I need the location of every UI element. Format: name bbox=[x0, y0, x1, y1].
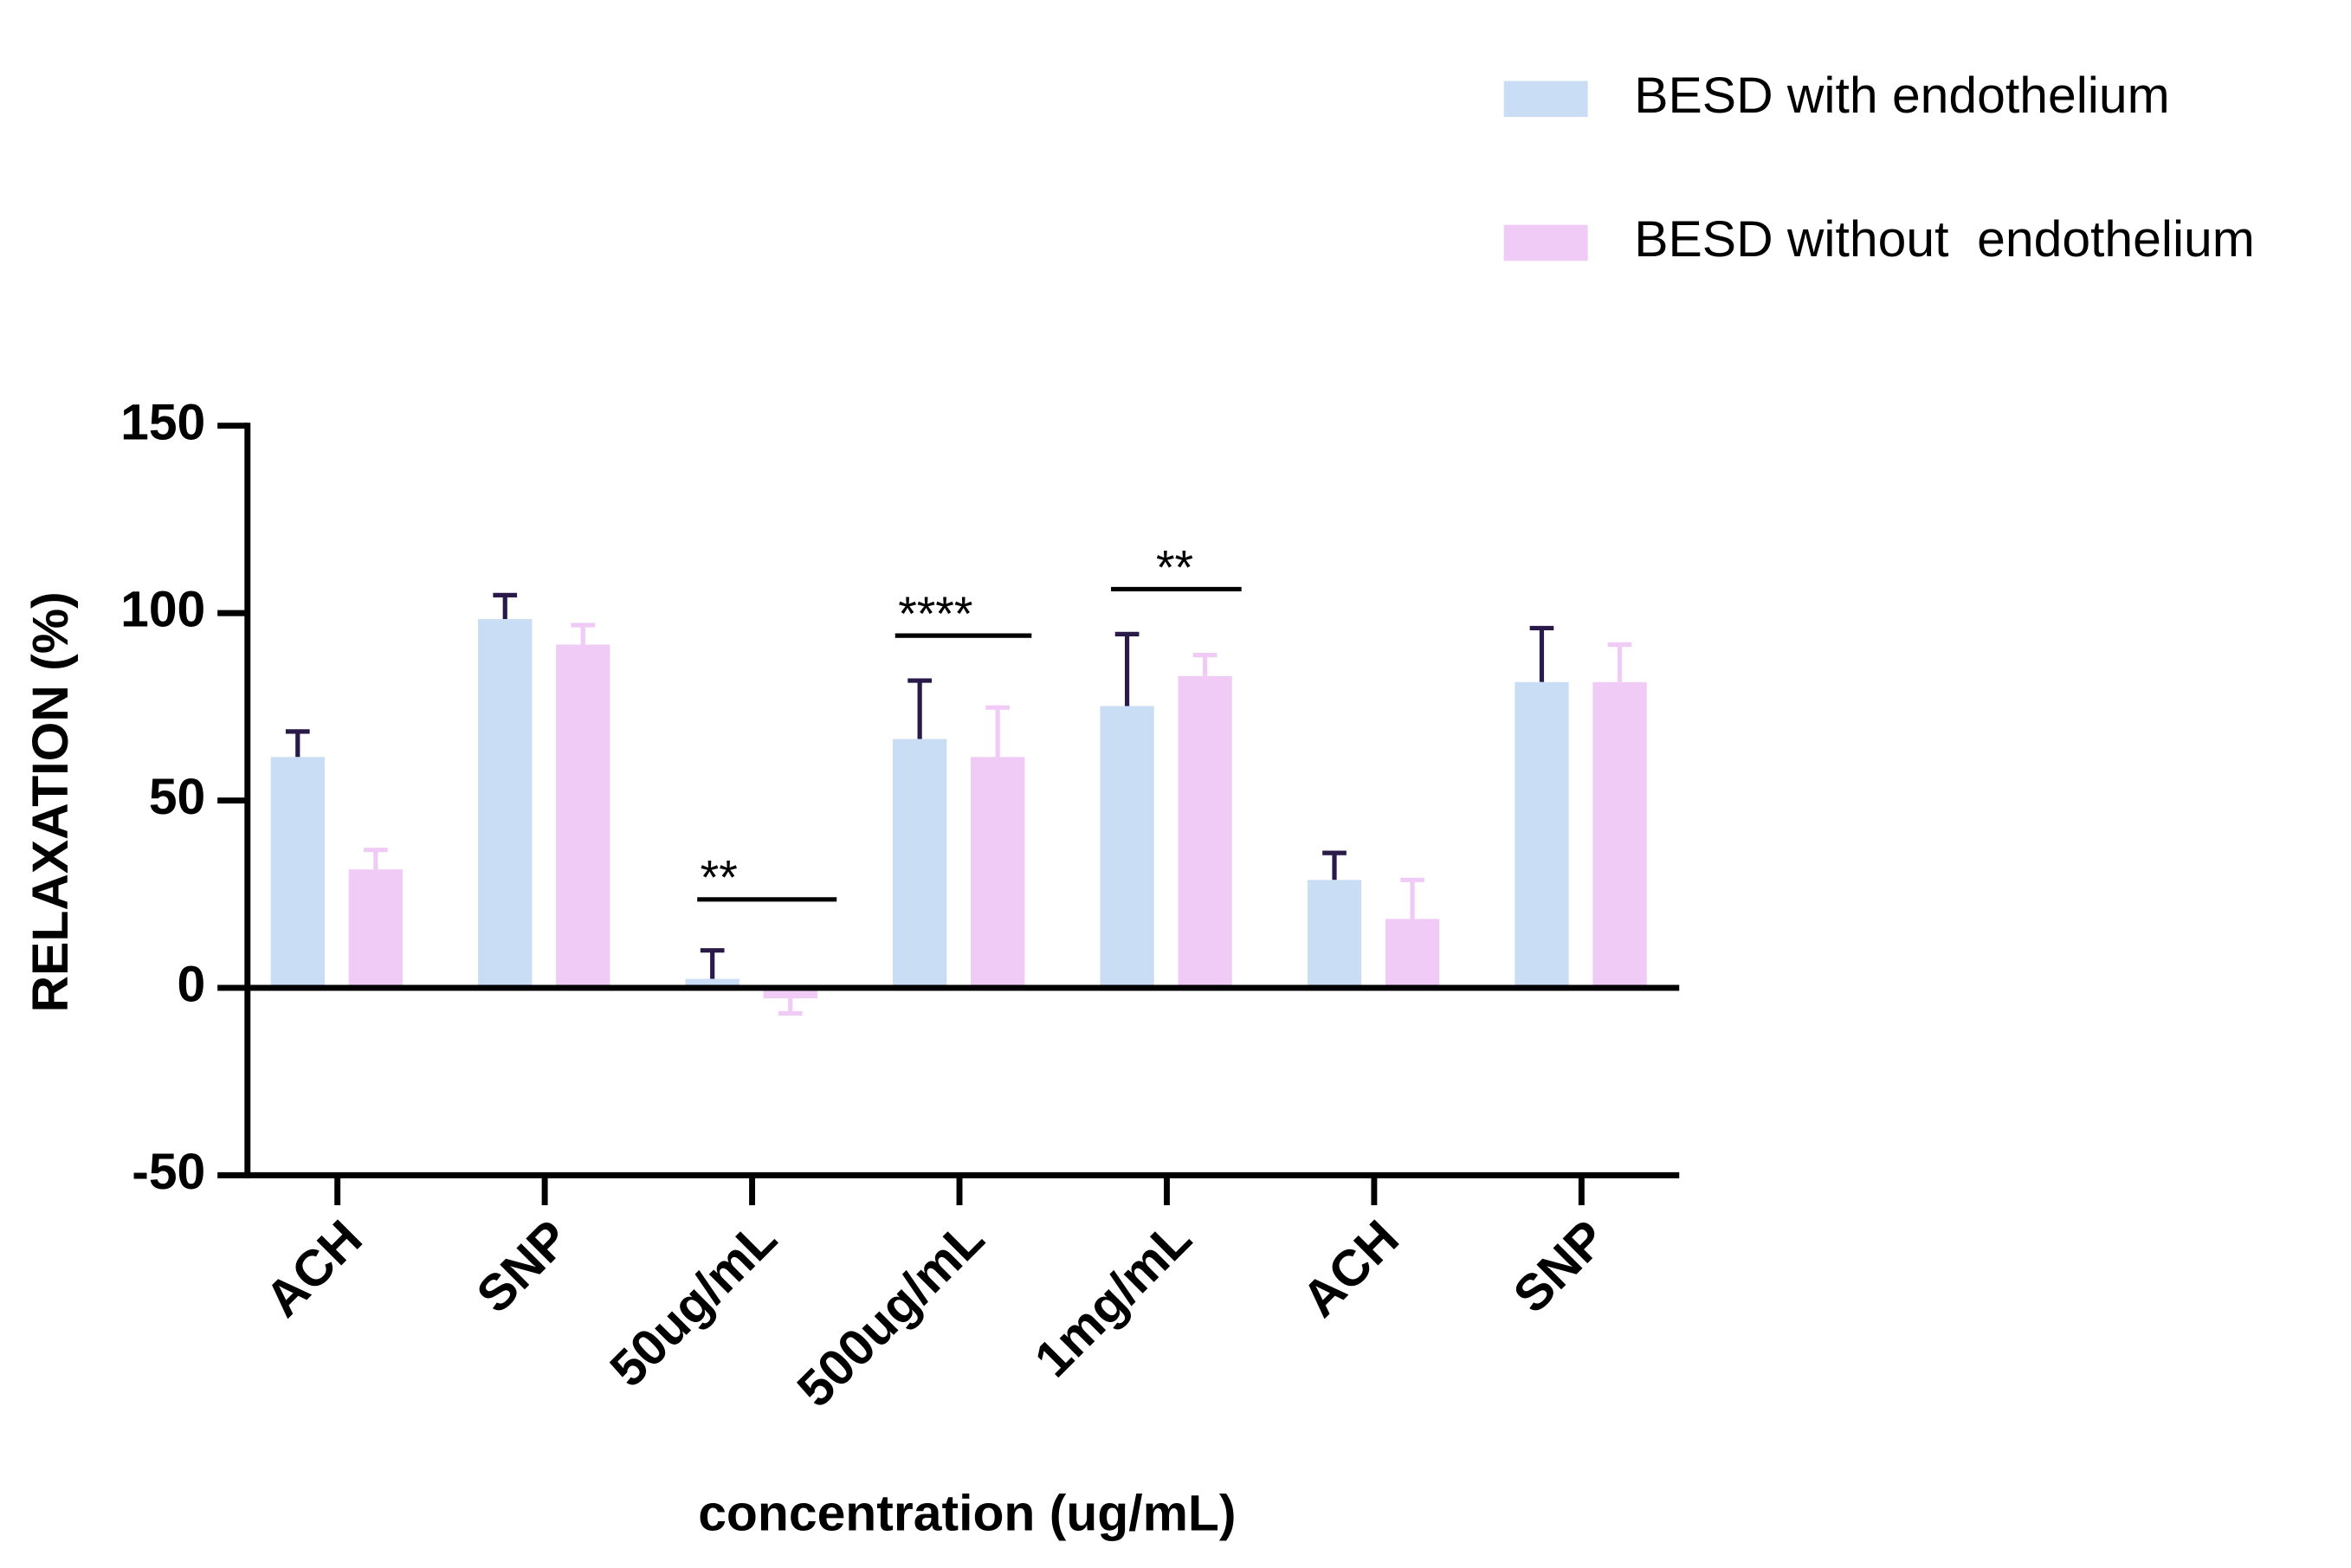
bar bbox=[1515, 681, 1569, 988]
legend-label: BESD with endothelium bbox=[1634, 68, 2169, 124]
bar bbox=[1385, 919, 1440, 988]
x-tick-label: 50ug/mL bbox=[599, 1210, 787, 1397]
significance-label: ** bbox=[701, 851, 738, 905]
y-tick-label: 0 bbox=[178, 957, 206, 1013]
x-tick-label: ACH bbox=[1292, 1210, 1410, 1327]
bar bbox=[556, 644, 610, 988]
bar bbox=[478, 619, 533, 988]
bar bbox=[270, 757, 325, 988]
bar bbox=[685, 978, 740, 988]
bar bbox=[892, 739, 947, 988]
significance-label: **** bbox=[898, 587, 972, 641]
x-tick-label: 500ug/mL bbox=[787, 1210, 995, 1417]
y-tick-label: 50 bbox=[149, 769, 205, 825]
x-tick-label: ACH bbox=[255, 1210, 372, 1327]
legend-swatch bbox=[1503, 224, 1588, 261]
bar bbox=[1100, 706, 1154, 988]
x-tick-label: SNP bbox=[467, 1210, 581, 1324]
significance-label: ** bbox=[1156, 540, 1193, 594]
y-axis-title: RELAXATION (%) bbox=[23, 591, 79, 1012]
bar bbox=[1592, 681, 1647, 988]
x-tick-label: 1mg/mL bbox=[1024, 1210, 1203, 1388]
bar bbox=[1307, 880, 1362, 988]
bar bbox=[348, 869, 403, 988]
x-axis-title: concentration (ug/mL) bbox=[698, 1486, 1236, 1542]
bar bbox=[1178, 675, 1232, 988]
y-tick-label: 150 bbox=[120, 394, 205, 450]
x-tick-label: SNP bbox=[1503, 1210, 1618, 1324]
y-tick-label: -50 bbox=[132, 1144, 205, 1200]
y-tick-label: 100 bbox=[120, 582, 205, 638]
legend-swatch bbox=[1503, 81, 1588, 118]
bar bbox=[970, 757, 1025, 988]
legend-label: BESD without endothelium bbox=[1634, 211, 2255, 268]
